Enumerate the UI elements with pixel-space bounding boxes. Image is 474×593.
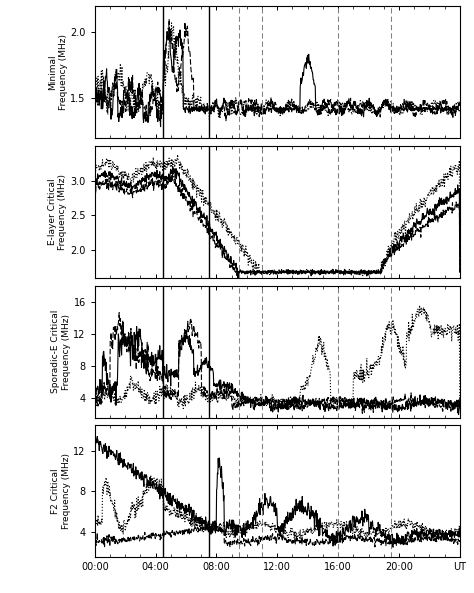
- Y-axis label: E-layer Critical
Frequency (MHz): E-layer Critical Frequency (MHz): [48, 174, 67, 250]
- Y-axis label: F2 Critical
Frequency (MHz): F2 Critical Frequency (MHz): [51, 454, 71, 530]
- Y-axis label: Sporadic-E Critical
Frequency (MHz): Sporadic-E Critical Frequency (MHz): [51, 310, 71, 393]
- Y-axis label: Minimal
Frequency (MHz): Minimal Frequency (MHz): [48, 34, 68, 110]
